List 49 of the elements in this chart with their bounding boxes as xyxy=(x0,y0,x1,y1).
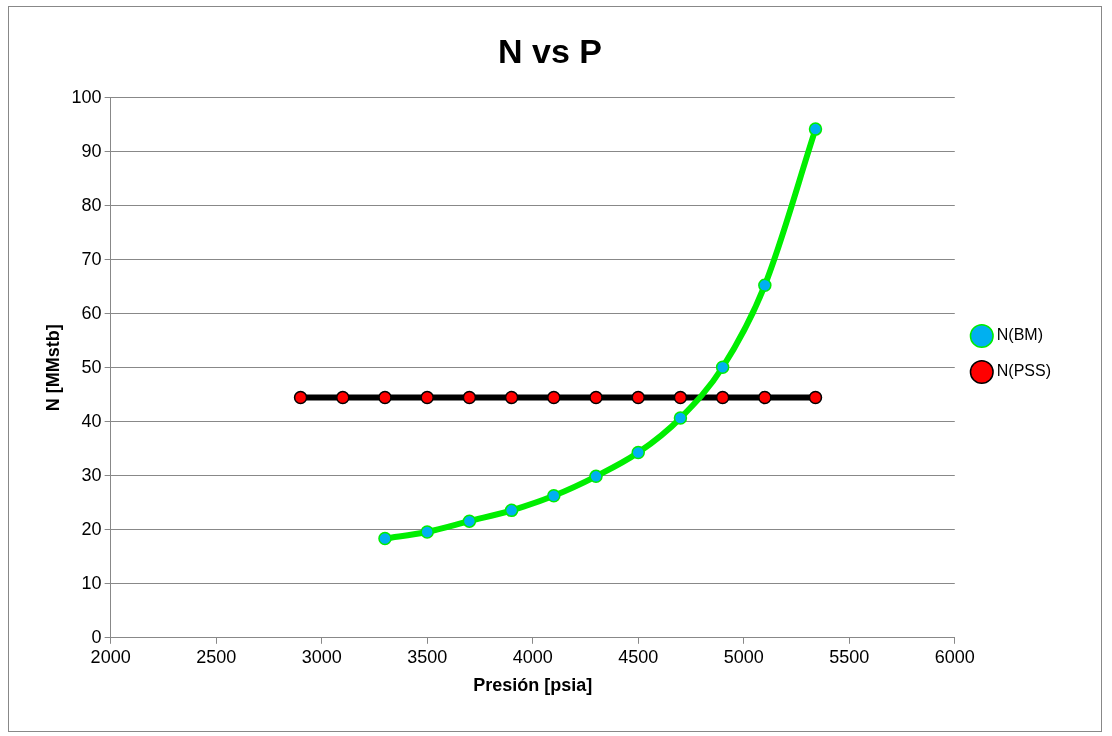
x-tick-label: 3500 xyxy=(407,646,448,667)
point xyxy=(293,390,308,405)
y-axis-title: N [MMstb] xyxy=(42,324,63,412)
point xyxy=(715,360,730,375)
point xyxy=(378,390,392,405)
point xyxy=(336,390,350,405)
y-tick-label: 80 xyxy=(81,194,102,215)
x-tick-label: 5000 xyxy=(723,646,764,667)
x-tick-label: 2000 xyxy=(90,646,131,667)
x-tick-label: 4000 xyxy=(512,646,553,667)
point xyxy=(589,390,603,405)
y-tick-label: 30 xyxy=(81,464,102,485)
point xyxy=(673,411,688,425)
point xyxy=(504,503,519,518)
point xyxy=(758,278,772,292)
y-tick-label: 60 xyxy=(81,302,102,323)
point xyxy=(547,489,561,503)
chart-title: N vs P xyxy=(498,31,602,70)
y-tick-label: 50 xyxy=(81,356,102,377)
point xyxy=(420,525,434,539)
point xyxy=(462,514,477,528)
point xyxy=(378,531,392,546)
y-tick-label: 90 xyxy=(81,140,102,161)
point xyxy=(715,390,730,405)
point xyxy=(808,390,823,405)
point xyxy=(547,390,561,405)
point xyxy=(504,390,519,405)
x-axis-title: Presión [psia] xyxy=(473,675,593,696)
x-tick-label: 5500 xyxy=(829,646,870,667)
point xyxy=(808,122,823,136)
x-tick-label: 2500 xyxy=(196,646,237,667)
x-tick-label: 3000 xyxy=(301,646,342,667)
point xyxy=(631,390,645,405)
y-tick-label: 20 xyxy=(81,518,102,539)
y-tick-label: 40 xyxy=(81,410,102,431)
x-tick-label: 6000 xyxy=(934,646,975,667)
legend-label: N(PSS) xyxy=(996,362,1052,380)
y-tick-label: 100 xyxy=(71,86,102,107)
x-tick-label: 4500 xyxy=(618,646,659,667)
point xyxy=(462,390,477,405)
y-tick-label: 0 xyxy=(91,626,102,647)
y-tick-label: 70 xyxy=(81,248,102,269)
legend-label: N(BM) xyxy=(996,326,1043,344)
y-tick-label: 10 xyxy=(81,572,102,593)
point xyxy=(631,445,645,460)
point xyxy=(420,390,434,405)
point xyxy=(589,469,603,484)
point xyxy=(673,390,688,405)
point xyxy=(758,390,772,405)
